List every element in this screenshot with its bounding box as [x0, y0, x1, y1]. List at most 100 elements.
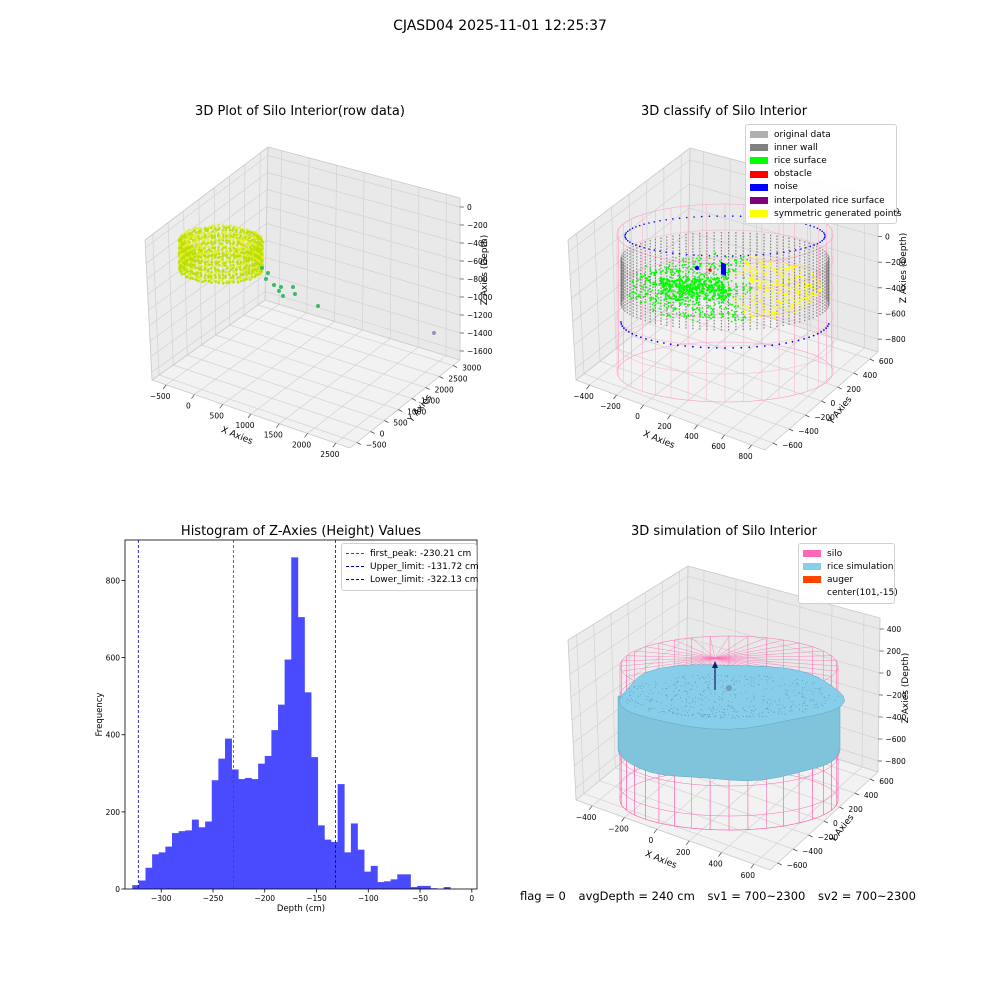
classify-rice-point: [672, 293, 675, 296]
cls-y-tick-label: 400: [863, 371, 878, 380]
classify-symmetric-point: [799, 288, 802, 291]
classify-noise-point: [692, 345, 694, 348]
classify-rice-point: [689, 288, 692, 291]
simulation-mesh-point: [806, 682, 808, 683]
classify-rice-point: [705, 315, 707, 318]
raw-ring-point: [197, 248, 201, 252]
raw-ring-point: [204, 244, 208, 248]
classify-rice-point: [733, 314, 735, 317]
simulation-mesh-point: [767, 702, 768, 704]
raw-ring-point: [188, 257, 192, 260]
raw-grid-y: [187, 354, 385, 421]
simulation-mesh-point: [727, 676, 729, 678]
classify-rice-point: [668, 261, 671, 264]
histogram-bar: [297, 617, 305, 889]
classify-symmetric-point: [784, 285, 787, 288]
classify-rice-point: [707, 286, 710, 290]
simulation-mesh-point: [746, 716, 748, 718]
classify-rice-point: [703, 275, 706, 277]
classify-rice-point: [688, 303, 691, 306]
simulation-mesh-point: [647, 696, 649, 698]
raw-ring-point: [188, 248, 192, 252]
classify-rice-point: [639, 278, 642, 280]
simulation-mesh-point: [753, 706, 755, 707]
classify-rice-point: [658, 268, 661, 271]
raw-ring-point: [185, 230, 189, 234]
simulation-mesh-point: [780, 708, 781, 710]
classify-rice-point: [631, 280, 634, 283]
classify-legend: original data inner wall rice surface obsta…: [745, 124, 902, 225]
classify-symmetric-point: [753, 266, 756, 269]
simulation-mesh-point: [819, 689, 821, 690]
raw-ring-point: [227, 239, 231, 243]
classify-noise-point: [778, 343, 781, 346]
classify-rice-point: [642, 288, 645, 291]
simulation-mesh-point: [708, 699, 710, 701]
classify-rice-point: [722, 276, 725, 279]
simulation-mesh-point: [802, 696, 804, 698]
classify-rice-point: [679, 313, 682, 316]
simulation-mesh-point: [790, 706, 792, 708]
simulation-mesh-point: [758, 684, 760, 685]
classify-rice-point: [713, 293, 716, 297]
raw-ring-point: [239, 273, 243, 276]
classify-noise-point: [813, 244, 815, 246]
classify-rice-point: [730, 320, 733, 323]
classify-rice-point: [667, 279, 671, 283]
simulation-mesh-point: [649, 700, 651, 702]
simulation-legend-entry: rice simulation: [803, 560, 893, 573]
cls-x-tick: [721, 434, 725, 440]
classify-symmetric-point: [744, 296, 747, 298]
raw-y-tick: [384, 420, 389, 423]
classify-rice-point: [663, 304, 666, 307]
classify-rice-point: [701, 311, 704, 313]
classify-rice-point: [712, 316, 714, 319]
classify-rice-point: [669, 276, 671, 278]
classify-noise-point: [716, 255, 718, 257]
raw-z-tick-label: −800: [467, 275, 488, 284]
classify-legend-entry: interpolated rice surface: [750, 194, 890, 207]
simulation-mesh-point: [748, 716, 750, 718]
classify-symmetric-point: [767, 309, 769, 312]
legend-line-sample: [346, 566, 364, 568]
simulation-mesh-point: [721, 694, 723, 696]
classify-rice-point: [746, 291, 749, 293]
classify-rice-point: [689, 299, 692, 301]
classify-rice-point: [655, 299, 657, 301]
raw-ring-point: [203, 268, 207, 271]
classify-rice-point: [652, 286, 654, 289]
simulation-mesh-point: [745, 678, 747, 680]
classify-rice-point: [710, 317, 712, 320]
histogram-bar: [410, 887, 418, 889]
raw-ring-point: [207, 272, 211, 275]
classify-rice-point: [718, 288, 721, 292]
raw-ring-point: [189, 262, 193, 266]
cls-y-tick-label: 0: [831, 399, 836, 408]
raw-ring-point: [246, 244, 249, 247]
raw-ring-point: [202, 231, 206, 235]
cls-y-tick: [853, 372, 858, 376]
classify-symmetric-point: [774, 286, 776, 289]
raw-axes-box: [144, 146, 461, 449]
simulation-mesh-point: [752, 710, 754, 712]
raw-x-tick: [162, 384, 167, 390]
classify-auger-points: [721, 262, 726, 276]
simulation-mesh-point: [751, 679, 753, 681]
classify-rice-point: [688, 265, 690, 268]
histogram-bar: [370, 865, 378, 889]
simulation-mesh-point: [764, 675, 765, 677]
classify-noise-point: [694, 265, 700, 271]
raw-x-tick: [276, 423, 280, 428]
classify-symmetric-point: [752, 268, 755, 270]
classify-noise-point: [826, 325, 829, 327]
classify-rice-point: [729, 303, 731, 306]
classify-rice-point: [724, 289, 727, 293]
classify-noise-point: [659, 220, 661, 222]
classify-rice-point: [725, 292, 727, 294]
raw-ring-point: [217, 281, 221, 285]
classify-symmetric-point: [779, 306, 782, 309]
histogram-bar: [377, 882, 385, 889]
raw-ring-point: [245, 253, 248, 256]
raw-grid-z: [266, 206, 461, 262]
histogram-x-tick-label: −300: [151, 894, 172, 903]
